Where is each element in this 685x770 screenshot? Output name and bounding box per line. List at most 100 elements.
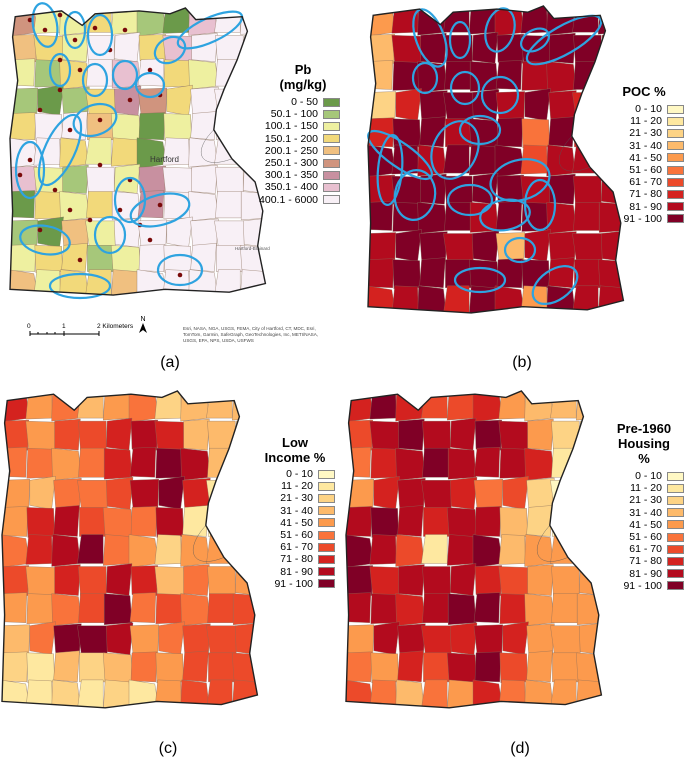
census-tract bbox=[129, 447, 156, 478]
hotspot-ellipse bbox=[153, 35, 187, 65]
census-tract bbox=[373, 476, 400, 510]
legend-item-label: 21 - 30 bbox=[629, 127, 662, 140]
census-tract bbox=[214, 269, 241, 296]
hotspot-ellipse bbox=[19, 224, 71, 256]
legend-swatch bbox=[667, 556, 684, 566]
census-tract bbox=[444, 202, 471, 231]
census-tract bbox=[104, 448, 133, 480]
legend-item-label: 91 - 100 bbox=[274, 577, 313, 590]
census-tract bbox=[188, 269, 218, 296]
poc-legend: POC % 0 - 10 11 - 20 21 - 30 31 - 40 41 - 50… bbox=[604, 84, 684, 225]
low-income-legend: Low Income % 0 - 10 11 - 20 21 - 30 31 - 40 4… bbox=[255, 435, 335, 590]
census-tract bbox=[79, 507, 106, 537]
census-tract bbox=[243, 32, 266, 62]
census-tract bbox=[472, 230, 500, 262]
census-tract bbox=[548, 90, 577, 121]
census-tract bbox=[191, 33, 218, 62]
census-tract bbox=[136, 269, 168, 296]
river-line bbox=[537, 525, 568, 562]
census-tract bbox=[233, 593, 258, 625]
legend-item-label: 81 - 90 bbox=[280, 565, 313, 578]
census-tract bbox=[2, 506, 28, 537]
legend-item: 91 - 100 bbox=[604, 213, 684, 225]
sample-point bbox=[147, 67, 153, 73]
sample-point bbox=[52, 187, 58, 193]
census-tract bbox=[155, 593, 183, 624]
census-tract bbox=[182, 650, 209, 683]
census-tract bbox=[51, 593, 82, 626]
census-tract bbox=[496, 258, 523, 288]
legend-title: Low Income % bbox=[264, 435, 326, 465]
census-tract bbox=[85, 269, 112, 296]
census-tract bbox=[601, 32, 624, 64]
census-tract bbox=[25, 566, 56, 597]
census-tract bbox=[548, 257, 575, 288]
census-tract bbox=[447, 679, 476, 708]
census-tract bbox=[498, 679, 526, 708]
hotspot-ellipse bbox=[448, 20, 472, 60]
place-label: Hartford-Brainard Airport bbox=[235, 246, 270, 251]
sample-point bbox=[27, 157, 33, 163]
legend-swatch bbox=[318, 518, 335, 528]
legend-item-label: 0 - 10 bbox=[286, 468, 313, 481]
census-tract bbox=[166, 84, 193, 116]
census-tract bbox=[499, 507, 528, 538]
sample-point bbox=[122, 27, 128, 33]
census-tract bbox=[395, 679, 425, 708]
hotspot-ellipse bbox=[453, 266, 507, 294]
census-tract bbox=[574, 259, 601, 288]
census-tract bbox=[346, 534, 375, 568]
census-tract bbox=[395, 88, 422, 121]
pb-legend: Pb (mg/kg) 0 - 50 50.1 - 100 100.1 - 150 150… bbox=[250, 62, 340, 206]
legend-item-label: 31 - 40 bbox=[280, 504, 313, 517]
census-tract bbox=[25, 679, 53, 708]
legend-swatch bbox=[667, 508, 684, 518]
sample-point bbox=[57, 57, 63, 63]
legend-item: 61 - 70 bbox=[604, 176, 684, 188]
legend-item: 200.1 - 250 bbox=[250, 145, 340, 157]
legend-swatch bbox=[667, 141, 684, 151]
census-tract bbox=[527, 418, 554, 451]
hotspot-ellipse bbox=[531, 265, 579, 305]
census-tract bbox=[392, 118, 421, 149]
census-tract bbox=[51, 448, 82, 481]
legend-item-label: 61 - 70 bbox=[629, 543, 662, 556]
census-tract bbox=[448, 593, 477, 625]
census-tract bbox=[572, 233, 603, 262]
panel-d: Pre-1960 Housing% 0 - 10 11 - 20 21 - 30 31 … bbox=[342, 385, 685, 770]
census-tract bbox=[370, 507, 399, 538]
census-tract bbox=[138, 34, 166, 62]
census-tract bbox=[106, 622, 134, 655]
legend-rows: 0 - 10 11 - 20 21 - 30 31 - 40 41 - 50 51 - 6… bbox=[604, 470, 684, 592]
census-tract bbox=[419, 231, 448, 262]
hotspot-ellipse bbox=[523, 178, 557, 232]
legend-item: 41 - 50 bbox=[604, 152, 684, 164]
legend-item: 41 - 50 bbox=[255, 517, 335, 529]
census-tract bbox=[450, 622, 478, 655]
census-tract bbox=[576, 652, 602, 685]
legend-swatch bbox=[667, 544, 684, 554]
census-tract bbox=[26, 448, 54, 479]
census-tract bbox=[188, 137, 218, 168]
census-tract bbox=[2, 679, 31, 708]
census-tract bbox=[61, 218, 90, 248]
legend-item-label: 200.1 - 250 bbox=[264, 144, 318, 157]
census-tract bbox=[346, 391, 375, 423]
census-tract bbox=[155, 448, 183, 479]
census-tract bbox=[2, 565, 29, 596]
census-tract bbox=[190, 111, 217, 140]
census-tract bbox=[34, 59, 62, 88]
census-tract bbox=[26, 593, 54, 624]
census-tract bbox=[162, 8, 190, 34]
census-tract bbox=[10, 58, 35, 87]
legend-item: 51 - 60 bbox=[255, 529, 335, 541]
hotspot-ellipse bbox=[31, 2, 59, 48]
hotspot-ellipse bbox=[113, 176, 147, 224]
scale-label-2: 2 Kilometers bbox=[97, 323, 134, 330]
census-tract bbox=[422, 566, 451, 596]
census-tract bbox=[526, 650, 553, 683]
census-tract bbox=[240, 8, 266, 35]
census-tract bbox=[443, 92, 474, 121]
sample-point bbox=[17, 172, 23, 178]
census-tract bbox=[53, 623, 82, 655]
